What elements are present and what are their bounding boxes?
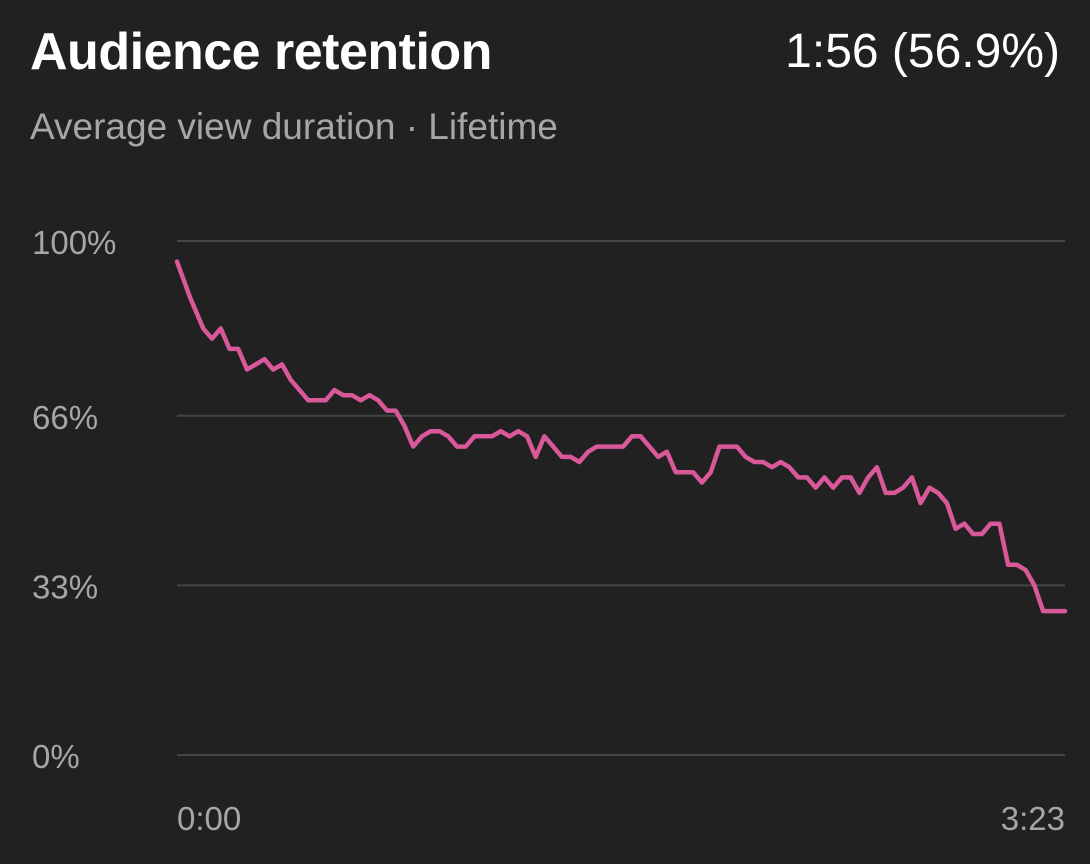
y-tick-label: 33% (32, 568, 98, 605)
card-title: Audience retention (30, 23, 492, 81)
y-axis: 100% 66% 33% 0% (32, 224, 116, 775)
series-layer (174, 259, 1068, 614)
grid-layer (177, 240, 1065, 756)
retention-line[interactable] (174, 259, 1068, 614)
y-tick-label: 66% (32, 399, 98, 436)
x-tick-label: 0:00 (177, 800, 241, 837)
y-tick-label: 100% (32, 224, 116, 261)
average-view-duration-value: 1:56 (56.9%) (785, 25, 1060, 78)
y-tick-label: 0% (32, 738, 80, 775)
x-axis: 0:00 3:23 (177, 800, 1065, 837)
card-subtitle: Average view duration · Lifetime (30, 106, 558, 147)
x-tick-label: 3:23 (1001, 800, 1065, 837)
